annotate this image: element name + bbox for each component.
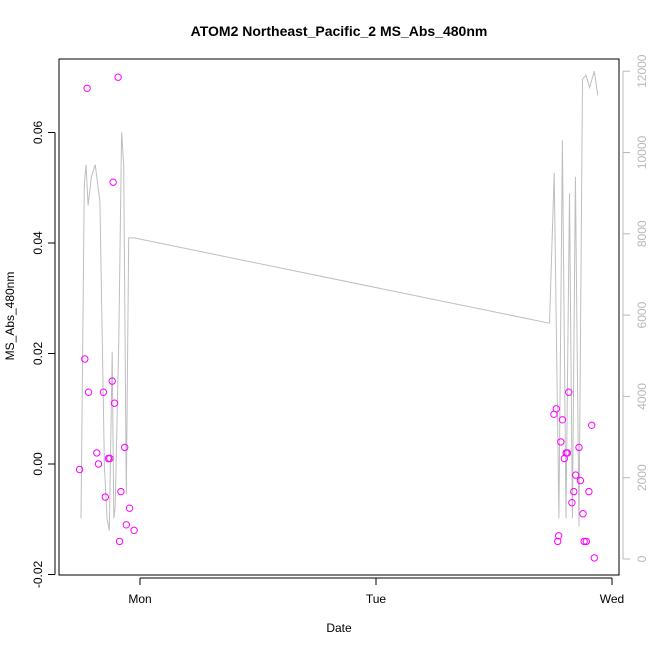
data-point	[125, 504, 134, 512]
x-axis-label: Date	[326, 621, 352, 635]
right-y-tick-label: 4000	[635, 383, 649, 410]
right-y-tick-label: 8000	[635, 220, 649, 247]
data-point	[115, 537, 124, 546]
y-tick-label: 0.02	[31, 341, 45, 365]
right-y-tick-label: 2000	[635, 464, 649, 491]
data-point	[110, 399, 119, 407]
data-point	[575, 443, 583, 452]
points-series	[75, 73, 598, 562]
x-axis: Mon Tue Wed	[128, 577, 624, 606]
data-point	[565, 388, 573, 396]
data-point	[99, 388, 108, 396]
chart-title: ATOM2 Northeast_Pacific_2 MS_Abs_480nm	[191, 23, 488, 39]
data-point	[555, 532, 563, 540]
right-y-tick-label: 6000	[635, 301, 649, 328]
data-point	[552, 405, 560, 413]
data-point	[579, 510, 587, 518]
data-point	[558, 416, 567, 424]
y-tick-label: 0.04	[31, 231, 45, 255]
data-point	[554, 537, 562, 546]
data-point	[121, 443, 129, 452]
right-y-tick-label: 12000	[635, 54, 649, 88]
series-line	[80, 71, 599, 531]
data-point	[563, 449, 572, 457]
data-point	[81, 355, 89, 363]
right-y-axis: 0 2000 4000 6000 8000 10000 12000	[622, 54, 649, 562]
data-point	[568, 499, 576, 507]
right-axis-series-line	[80, 71, 599, 531]
x-tick-label: Wed	[600, 592, 624, 606]
data-point	[93, 449, 101, 457]
data-point	[94, 460, 103, 468]
data-point	[108, 377, 116, 385]
y-axis: -0.02 0.00 0.02 0.04 0.06	[31, 120, 56, 589]
x-tick-label: Mon	[128, 592, 151, 606]
y-tick-label: -0.02	[31, 561, 45, 589]
data-point	[75, 465, 84, 474]
right-y-tick-label: 0	[635, 555, 649, 562]
data-point	[590, 554, 598, 562]
data-point	[588, 421, 596, 429]
data-point	[101, 493, 110, 501]
data-point	[570, 487, 578, 496]
data-point	[585, 487, 593, 496]
data-point	[122, 521, 131, 529]
plot-area	[58, 58, 620, 576]
y-axis-label: MS_Abs_480nm	[3, 272, 17, 361]
data-point	[83, 84, 91, 93]
data-point	[572, 471, 580, 479]
data-point	[109, 178, 117, 186]
data-point	[582, 537, 590, 546]
data-point	[557, 438, 565, 446]
right-y-tick-label: 10000	[635, 135, 649, 169]
data-point	[580, 537, 588, 546]
data-point	[84, 388, 93, 396]
y-tick-label: 0.00	[31, 452, 45, 476]
data-point	[106, 454, 114, 463]
x-tick-label: Tue	[366, 592, 387, 606]
data-point	[576, 476, 585, 485]
y-tick-label: 0.06	[31, 120, 45, 144]
data-point	[114, 73, 122, 81]
data-point	[130, 526, 138, 534]
data-point	[117, 487, 125, 496]
